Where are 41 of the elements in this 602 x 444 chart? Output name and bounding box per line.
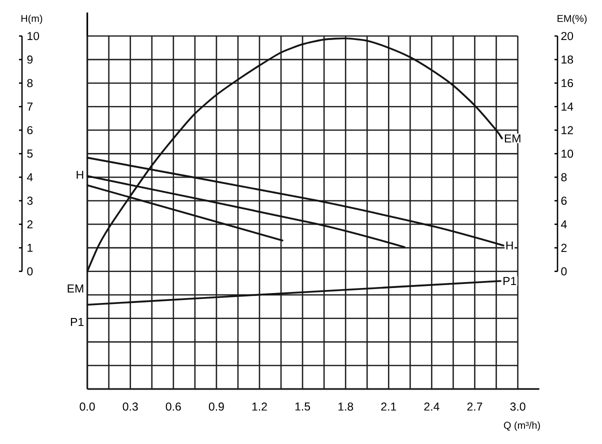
x-tick-label: 1.2 [252,402,267,411]
annotation: EM [68,284,84,292]
x-tick-label: 2.4 [424,402,440,411]
x-tick-label: 1.5 [295,402,310,411]
y-tick-label: 10 [28,32,40,40]
y-tick-label: 6 [27,126,33,134]
y-tick-label: 4 [26,173,33,182]
y-tick-label: 1 [28,244,33,252]
y2-tick-label: 4 [560,220,567,228]
y2-tick-label: 6 [561,196,567,205]
y-tick-label: 5 [27,150,33,158]
y-tick-label: 3 [27,196,33,205]
series-label: P1 [504,277,516,285]
y2-axis-title: EM(%) [558,14,587,24]
series-label: EM [504,134,520,142]
y-tick-label: 0 [27,267,33,276]
y-tick-label: 2 [27,220,33,228]
y2-tick-label: 2 [561,244,567,252]
y2-tick-label: 12 [562,126,573,134]
y-tick-label: 8 [27,79,33,88]
x-tick-label: 0.6 [166,402,181,411]
y-tick-label: 9 [27,55,33,64]
y2-tick-label: 8 [561,173,567,182]
x-axis-title: Q (m³/h) [504,422,540,431]
x-tick-label: 0.0 [80,402,95,411]
y-tick-label: 7 [27,102,33,111]
y2-tick-label: 18 [562,55,574,64]
x-tick-label: 0.3 [122,402,138,411]
x-tick-label: 2.1 [381,402,396,411]
x-tick-label: 1.8 [338,402,354,411]
annotation: P1 [70,318,84,326]
y2-tick-label: 10 [562,150,574,158]
x-tick-label: 3.0 [510,402,526,411]
y2-tick-label: 16 [562,79,574,88]
x-tick-label: 0.9 [208,402,224,411]
y-axis-title: H(m) [21,14,42,24]
y2-tick-label: 14 [562,102,574,111]
y2-tick-label: 0 [561,267,567,276]
series-label: H [506,242,513,250]
y2-tick-label: 20 [561,32,574,40]
x-tick-label: 2.7 [467,402,482,411]
